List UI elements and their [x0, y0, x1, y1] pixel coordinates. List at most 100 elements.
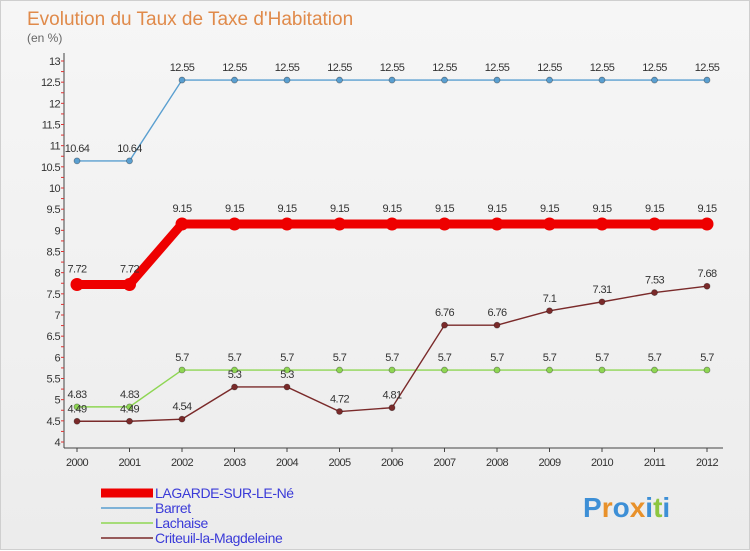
data-point: [441, 321, 448, 329]
data-label: 9.15: [592, 203, 611, 215]
data-point: [438, 217, 451, 231]
logo-letter: t: [653, 492, 662, 523]
data-label: 9.15: [172, 203, 191, 215]
y-tick-label: 5: [54, 395, 60, 407]
data-label: 12.55: [537, 62, 562, 74]
x-tick-label: 2003: [223, 457, 246, 469]
data-point: [336, 408, 343, 415]
x-tick-label: 2007: [433, 457, 456, 469]
x-tick-label: 2002: [171, 457, 194, 469]
series-lagarde-sur-le-n-: 7.72 7.72 9.15 9.15 9.15 9.15 9.15 9.15 9.15 9.15…: [67, 203, 718, 292]
data-label: 9.15: [277, 203, 296, 215]
data-label: 9.15: [225, 203, 244, 215]
data-point: [231, 383, 238, 391]
data-point: [388, 404, 396, 412]
data-label: 4.49: [120, 403, 139, 415]
data-label: 9.15: [435, 203, 454, 215]
data-point: [493, 76, 501, 84]
data-label: 10.64: [117, 143, 142, 155]
data-point: [546, 366, 553, 374]
data-label: 4.83: [120, 389, 139, 401]
data-label: 12.55: [327, 62, 352, 74]
logo-letter: r: [602, 492, 613, 523]
y-tick-label: 11.5: [42, 120, 61, 132]
data-point: [703, 76, 711, 84]
y-tick-label: 6: [54, 352, 60, 364]
series-criteuil-la-magdeleine: 4.49 4.49 4.54 5.3 5.3 4.72 4.81 6.76 6.76 7.1 7.3…: [67, 268, 718, 425]
data-label: 7.1: [543, 293, 557, 305]
data-point: [703, 282, 711, 290]
data-label: 10.64: [65, 143, 90, 155]
legend-label: Lachaise: [155, 515, 208, 531]
data-point: [126, 417, 133, 425]
data-point: [178, 76, 186, 84]
data-point: [441, 366, 448, 374]
data-point: [283, 76, 291, 84]
data-label: 5.7: [175, 352, 189, 364]
data-point: [598, 366, 606, 374]
data-point: [336, 76, 343, 84]
chart-subtitle: (en %): [27, 31, 62, 45]
data-point: [388, 366, 396, 374]
series-lachaise: 4.83 4.83 5.7 5.7 5.7 5.7 5.7 5.7 5.7 5.7 5.7 5.7 5.…: [67, 352, 715, 411]
data-label: 6.76: [435, 307, 454, 319]
data-point: [70, 278, 84, 292]
data-point: [441, 76, 448, 84]
data-label: 7.72: [67, 264, 86, 276]
data-label: 5.7: [228, 352, 242, 364]
y-tick-label: 7: [54, 310, 60, 322]
data-point: [283, 366, 291, 374]
x-tick-label: 2009: [538, 457, 561, 469]
data-label: 5.7: [700, 352, 714, 364]
data-point: [651, 76, 658, 84]
data-label: 5.7: [648, 352, 662, 364]
data-label: 9.15: [382, 203, 401, 215]
data-label: 12.55: [695, 62, 720, 74]
data-point: [598, 76, 606, 84]
x-tick-label: 2005: [328, 457, 351, 469]
data-point: [493, 366, 501, 374]
data-point: [490, 217, 504, 231]
data-label: 5.7: [438, 352, 452, 364]
legend-label: Criteuil-la-Magdeleine: [155, 530, 283, 546]
data-point: [543, 217, 556, 231]
y-tick-label: 11: [50, 141, 61, 153]
data-point: [126, 157, 133, 165]
data-point: [598, 298, 606, 306]
data-label: 12.55: [380, 62, 405, 74]
data-label: 12.55: [642, 62, 667, 74]
y-tick-label: 8: [54, 268, 60, 280]
y-tick-label: 9.5: [47, 204, 61, 216]
logo-letter: P: [583, 492, 602, 523]
data-label: 4.49: [67, 403, 86, 415]
data-label: 12.55: [590, 62, 615, 74]
data-point: [546, 76, 553, 84]
y-tick-label: 5.5: [47, 374, 61, 386]
data-point: [651, 366, 658, 374]
series-barret: 10.64 10.64 12.55 12.55 12.55 12.55 12.55 12.55…: [65, 62, 720, 165]
data-point: [333, 217, 346, 231]
series-line: [77, 219, 707, 290]
y-tick-label: 12.5: [41, 77, 60, 89]
data-point: [73, 157, 81, 165]
axes: 4 4.5 5 5.5 6 6.5 7 7.5 8 8.5 9 9.5 10 10.5 11 11.5 12 12…: [41, 53, 723, 469]
data-point: [385, 217, 399, 231]
y-tick-label: 10: [49, 183, 61, 195]
data-label: 9.15: [645, 203, 664, 215]
data-point: [178, 415, 186, 423]
x-tick-label: 2010: [591, 457, 614, 469]
y-tick-label: 9: [54, 225, 60, 237]
data-label: 7.31: [592, 284, 611, 296]
data-point: [126, 403, 133, 411]
data-point: [73, 417, 81, 425]
data-point: [546, 307, 553, 315]
data-label: 12.55: [275, 62, 300, 74]
data-point: [280, 217, 294, 231]
data-label: 6.76: [487, 307, 506, 319]
logo-letter: i: [662, 492, 670, 523]
data-point: [388, 76, 396, 84]
y-tick-label: 4: [54, 437, 60, 449]
logo-letter: x: [630, 492, 646, 523]
data-point: [703, 366, 711, 374]
